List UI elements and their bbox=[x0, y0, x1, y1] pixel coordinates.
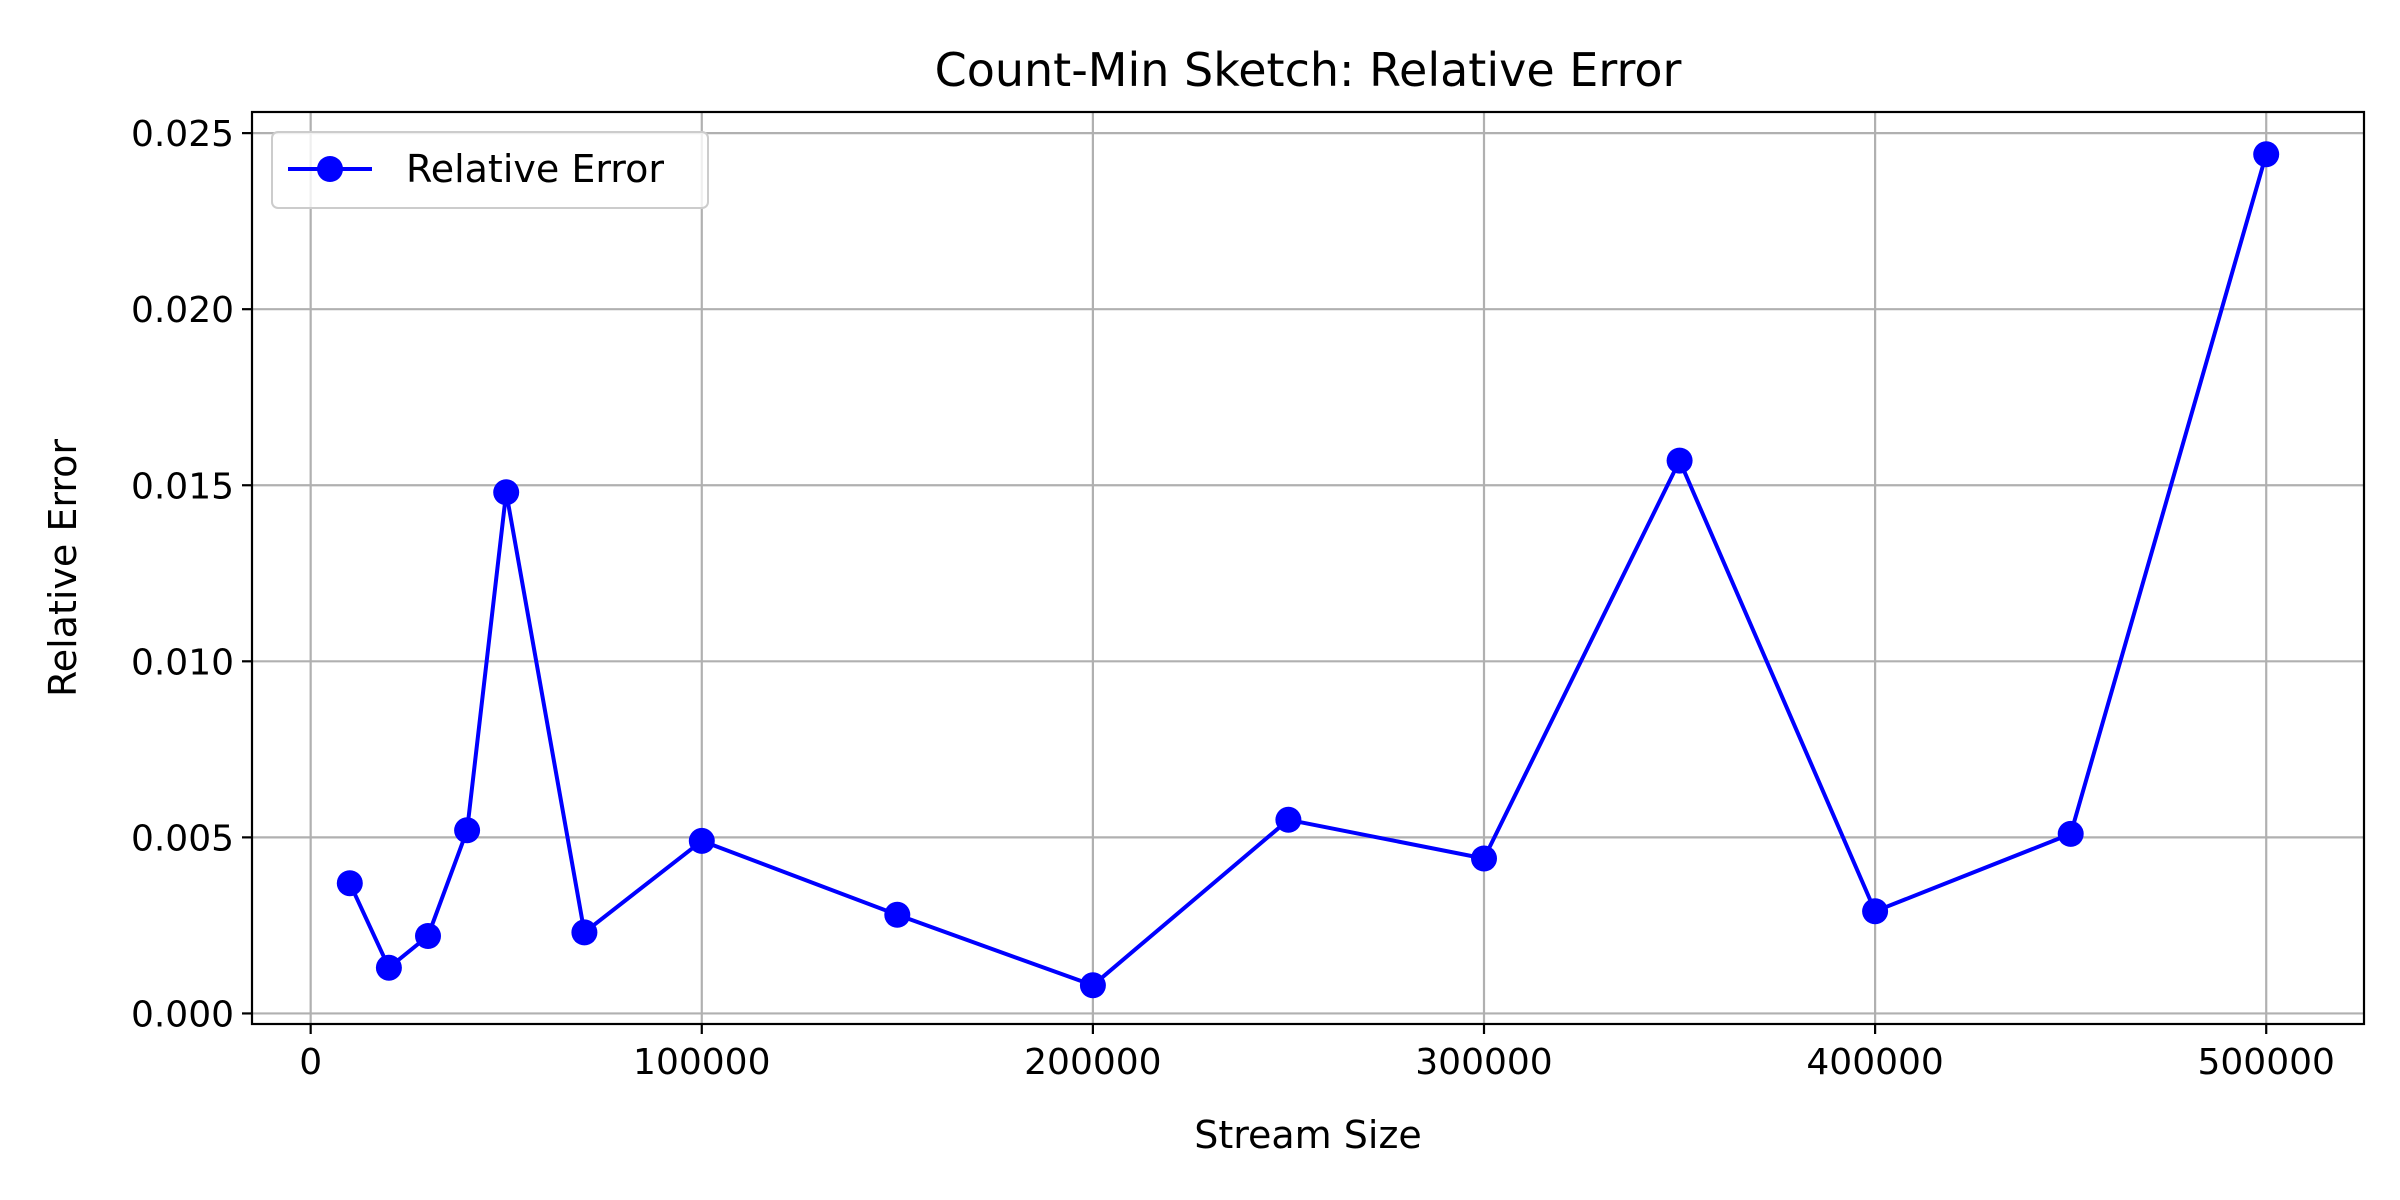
y-tick-label: 0.020 bbox=[131, 290, 234, 331]
legend-marker-icon bbox=[317, 156, 343, 182]
x-tick-label: 100000 bbox=[633, 1042, 770, 1083]
data-point bbox=[1079, 972, 1106, 999]
y-tick-label: 0.000 bbox=[131, 994, 234, 1035]
legend: Relative Error bbox=[271, 131, 709, 209]
legend-label: Relative Error bbox=[406, 147, 664, 191]
x-tick-label: 200000 bbox=[1024, 1042, 1161, 1083]
data-point bbox=[1862, 898, 1889, 925]
x-axis-ticks: 0 100000 200000 300000 400000 500000 bbox=[299, 1024, 2335, 1083]
y-axis-label: Relative Error bbox=[41, 439, 85, 697]
y-tick-label: 0.025 bbox=[131, 114, 234, 155]
series-layer bbox=[336, 141, 2280, 999]
data-point bbox=[571, 919, 598, 946]
y-tick-label: 0.015 bbox=[131, 466, 234, 507]
data-point bbox=[1275, 806, 1302, 833]
data-point bbox=[454, 817, 481, 844]
grid-lines bbox=[252, 112, 2364, 1024]
x-tick-label: 400000 bbox=[1806, 1042, 1943, 1083]
data-point bbox=[2253, 141, 2280, 168]
data-point bbox=[884, 901, 911, 928]
x-tick-label: 0 bbox=[299, 1042, 322, 1083]
data-point bbox=[336, 870, 363, 897]
plot-area-frame bbox=[250, 110, 2366, 1026]
legend-box bbox=[271, 131, 709, 209]
y-tick-label: 0.010 bbox=[131, 642, 234, 683]
data-point bbox=[2057, 820, 2084, 847]
data-point bbox=[688, 827, 715, 854]
data-point bbox=[1471, 845, 1497, 872]
data-point bbox=[375, 954, 402, 981]
data-point bbox=[415, 923, 441, 949]
x-axis-label: Stream Size bbox=[1194, 1113, 1422, 1157]
y-tick-label: 0.005 bbox=[131, 818, 234, 859]
chart-title: Count-Min Sketch: Relative Error bbox=[935, 43, 1682, 97]
x-tick-label: 500000 bbox=[2198, 1042, 2335, 1083]
y-axis-ticks: 0.000 0.005 0.010 0.015 0.020 0.025 bbox=[131, 114, 252, 1035]
data-point bbox=[1666, 447, 1693, 474]
data-point bbox=[493, 479, 520, 506]
x-tick-label: 300000 bbox=[1415, 1042, 1552, 1083]
